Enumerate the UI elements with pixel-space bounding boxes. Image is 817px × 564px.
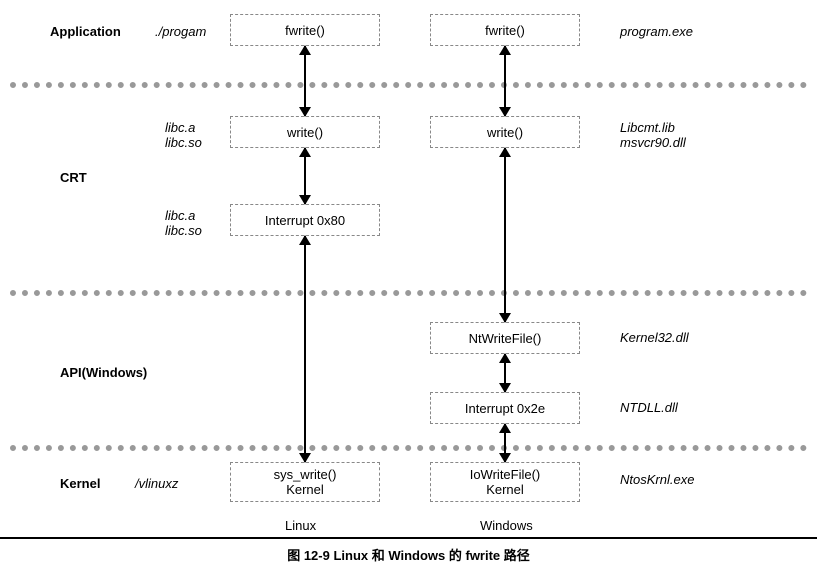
box-win-fwrite: fwrite()	[430, 14, 580, 46]
separator-1	[0, 82, 817, 88]
arrow-win-4	[504, 424, 506, 462]
app-linux-file: ./progam	[155, 24, 206, 39]
box-win-ntwritefile: NtWriteFile()	[430, 322, 580, 354]
separator-2	[0, 290, 817, 296]
row-label-crt: CRT	[60, 170, 87, 185]
box-linux-syswrite: sys_write() Kernel	[230, 462, 380, 502]
col-label-windows: Windows	[480, 518, 533, 533]
crt2-linux-lib: libc.a libc.so	[165, 208, 202, 238]
box-linux-fwrite: fwrite()	[230, 14, 380, 46]
app-win-file: program.exe	[620, 24, 693, 39]
kernel-linux-file: /vlinuxz	[135, 476, 178, 491]
api1-win-lib: Kernel32.dll	[620, 330, 689, 345]
box-win-write: write()	[430, 116, 580, 148]
box-win-iowritefile: IoWriteFile() Kernel	[430, 462, 580, 502]
arrow-win-3	[504, 354, 506, 392]
box-linux-write: write()	[230, 116, 380, 148]
arrow-win-1	[504, 46, 506, 116]
arrow-linux-2	[304, 148, 306, 204]
row-label-application: Application	[50, 24, 121, 39]
box-win-int2e: Interrupt 0x2e	[430, 392, 580, 424]
arrow-linux-1	[304, 46, 306, 116]
arrow-linux-3	[304, 236, 306, 462]
figure-caption: 图 12-9 Linux 和 Windows 的 fwrite 路径	[0, 545, 817, 564]
separator-3	[0, 445, 817, 451]
arrow-win-2	[504, 148, 506, 322]
box-linux-int80: Interrupt 0x80	[230, 204, 380, 236]
row-label-kernel: Kernel	[60, 476, 100, 491]
api2-win-lib: NTDLL.dll	[620, 400, 678, 415]
crt1-win-lib: Libcmt.lib msvcr90.dll	[620, 120, 686, 150]
bottom-rule	[0, 537, 817, 539]
crt1-linux-lib: libc.a libc.so	[165, 120, 202, 150]
row-label-api: API(Windows)	[60, 365, 147, 380]
kernel-win-file: NtosKrnl.exe	[620, 472, 694, 487]
col-label-linux: Linux	[285, 518, 316, 533]
